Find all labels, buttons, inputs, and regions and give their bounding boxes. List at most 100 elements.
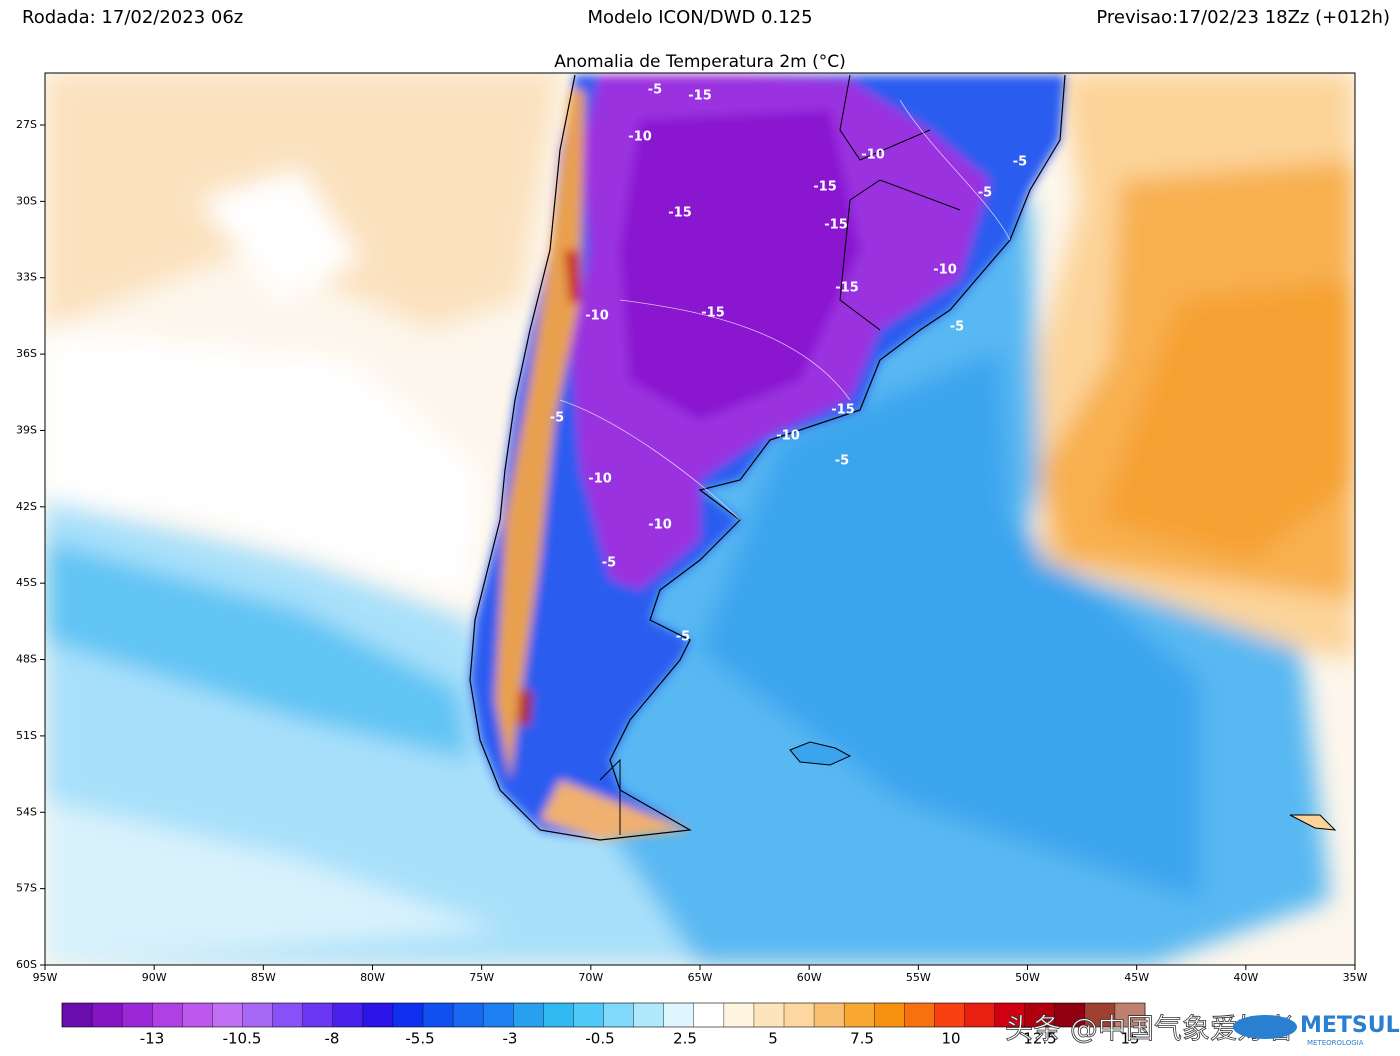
contour-label: -15 xyxy=(701,306,725,321)
contour-label: -15 xyxy=(688,89,712,104)
contour-label: -5 xyxy=(978,186,992,201)
south-georgia xyxy=(1289,814,1337,831)
colorbar-swatch xyxy=(994,1003,1026,1027)
colorbar-swatch xyxy=(182,1003,213,1027)
lat-tick-label: 39S xyxy=(16,423,37,436)
borders xyxy=(599,74,961,835)
logo-globe xyxy=(1233,1015,1297,1039)
contour-label: -5 xyxy=(648,83,662,98)
colorbar-label: 15 xyxy=(1120,1030,1139,1048)
contour-label: -5 xyxy=(1013,155,1027,170)
coastline xyxy=(469,74,1066,841)
colorbar-swatch xyxy=(964,1003,996,1027)
cool-band xyxy=(45,540,470,760)
contour-label: -15 xyxy=(831,403,855,418)
colorbar-swatch xyxy=(693,1003,725,1027)
contour-label: -5 xyxy=(602,556,616,571)
colorbar-label: 10 xyxy=(941,1030,960,1048)
colorbar-swatch xyxy=(392,1003,424,1027)
colorbar-swatch xyxy=(874,1003,905,1027)
ocean-cold xyxy=(700,350,1200,900)
colorbar: -13 -10.5 -8 -5.5 -3 -0.5 2.5 5 7.5 10 12.5 15 xyxy=(61,1002,1146,1048)
colorbar-swatch xyxy=(212,1003,243,1027)
lat-tick-label: 60S xyxy=(16,958,37,971)
colorbar-swatch xyxy=(62,1003,93,1027)
lon-tick-label: 50W xyxy=(1015,971,1040,984)
colorbar-swatch xyxy=(1114,1003,1146,1027)
colorbar-swatch xyxy=(122,1003,153,1027)
colorbar-swatch xyxy=(904,1003,935,1027)
contour-labels: -5 -15 -10 -10 -5 -15 -5 -15 -15 -10 -15 -10 -15 -5 -1… xyxy=(550,83,1027,645)
colorbar-label: -10.5 xyxy=(223,1030,262,1048)
lon-tick-label: 60W xyxy=(797,971,822,984)
contour-label: -10 xyxy=(648,518,672,533)
colorbar-label: -3 xyxy=(503,1030,518,1048)
colorbar-swatch xyxy=(302,1003,334,1027)
contour-label: -10 xyxy=(585,309,609,324)
colorbar-label: -13 xyxy=(140,1030,165,1048)
colorbar-swatch xyxy=(152,1003,183,1027)
lon-tick-label: 75W xyxy=(469,971,494,984)
lat-tick-label: 45S xyxy=(16,576,37,589)
colorbar-swatch xyxy=(603,1003,635,1027)
contour-label: -10 xyxy=(588,472,612,487)
colorbar-swatch xyxy=(753,1003,785,1027)
lon-tick-label: 85W xyxy=(251,971,276,984)
lat-tick-label: 36S xyxy=(16,347,37,360)
logo-sub: METEOROLOGIA xyxy=(1307,1039,1364,1047)
colorbar-swatch xyxy=(723,1003,755,1027)
contour-label: -15 xyxy=(668,206,692,221)
lat-tick-label: 30S xyxy=(16,194,37,207)
land-coldest xyxy=(620,110,860,420)
colorbar-label: 2.5 xyxy=(673,1030,697,1048)
tierra-del-fuego xyxy=(540,780,690,840)
colorbar-label: -5.5 xyxy=(405,1030,434,1048)
logo-name: METSUL xyxy=(1300,1013,1400,1038)
contour-label: -10 xyxy=(628,130,652,145)
contour-label: -5 xyxy=(835,454,849,469)
contour-label: -10 xyxy=(861,148,885,163)
contour-label: -10 xyxy=(933,263,957,278)
colorbar-swatch xyxy=(362,1003,394,1027)
lon-tick-label: 45W xyxy=(1124,971,1149,984)
land-shading xyxy=(470,75,1065,840)
cool-band xyxy=(45,800,500,965)
colorbar-frame xyxy=(61,1002,1146,1028)
contour-label: -5 xyxy=(550,411,564,426)
contour-label: -5 xyxy=(950,320,964,335)
colorbar-label: 5 xyxy=(768,1030,778,1048)
lat-tick-label: 54S xyxy=(16,805,37,818)
colorbar-label: 12.5 xyxy=(1023,1030,1056,1048)
colorbar-swatch xyxy=(92,1003,123,1027)
colorbar-swatch xyxy=(934,1003,965,1027)
andes-hot xyxy=(565,250,580,305)
warm-core xyxy=(1100,280,1355,560)
colorbar-label: -8 xyxy=(325,1030,340,1048)
lon-tick-label: 40W xyxy=(1233,971,1258,984)
lon-tick-label: 90W xyxy=(142,971,167,984)
colorbar-swatch xyxy=(423,1003,454,1027)
watermark: 头条 @中国气象爱好者 xyxy=(1005,1012,1294,1045)
contour-label: -15 xyxy=(835,281,859,296)
andes-warm xyxy=(495,90,585,780)
colorbar-swatch xyxy=(814,1003,845,1027)
colorbar-swatch xyxy=(1024,1003,1056,1027)
lat-tick-label: 57S xyxy=(16,882,37,895)
lon-tick-label: 35W xyxy=(1343,971,1368,984)
lat-tick-label: 51S xyxy=(16,729,37,742)
map-field: -5 -15 -10 -10 -5 -15 -5 -15 -15 -10 -15 -10 -15 -5 -1… xyxy=(45,73,1355,965)
colorbar-swatch xyxy=(1084,1003,1116,1027)
run-label: Rodada: 17/02/2023 06z xyxy=(22,7,243,28)
andes-hot xyxy=(518,690,532,725)
neutral-patch xyxy=(45,330,480,600)
lon-tick-label: 95W xyxy=(33,971,58,984)
lat-tick-label: 42S xyxy=(16,500,37,513)
contour-label: -15 xyxy=(824,218,848,233)
colorbar-swatch xyxy=(332,1003,364,1027)
colorbar-swatch xyxy=(573,1003,604,1027)
contour-label: -5 xyxy=(676,630,690,645)
colorbar-swatch xyxy=(1054,1003,1086,1027)
lon-tick-label: 80W xyxy=(360,971,385,984)
contour-label: -10 xyxy=(776,429,800,444)
